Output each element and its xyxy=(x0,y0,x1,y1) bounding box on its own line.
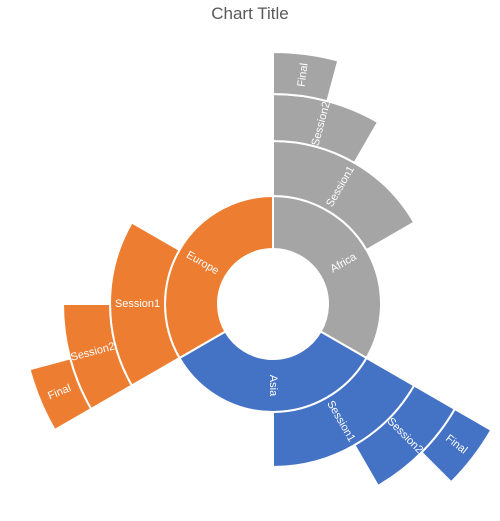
segment-europe[interactable] xyxy=(165,196,273,358)
segment-asia-label: Asia xyxy=(267,375,279,397)
segment-europe-session1-label: Session1 xyxy=(115,298,160,310)
